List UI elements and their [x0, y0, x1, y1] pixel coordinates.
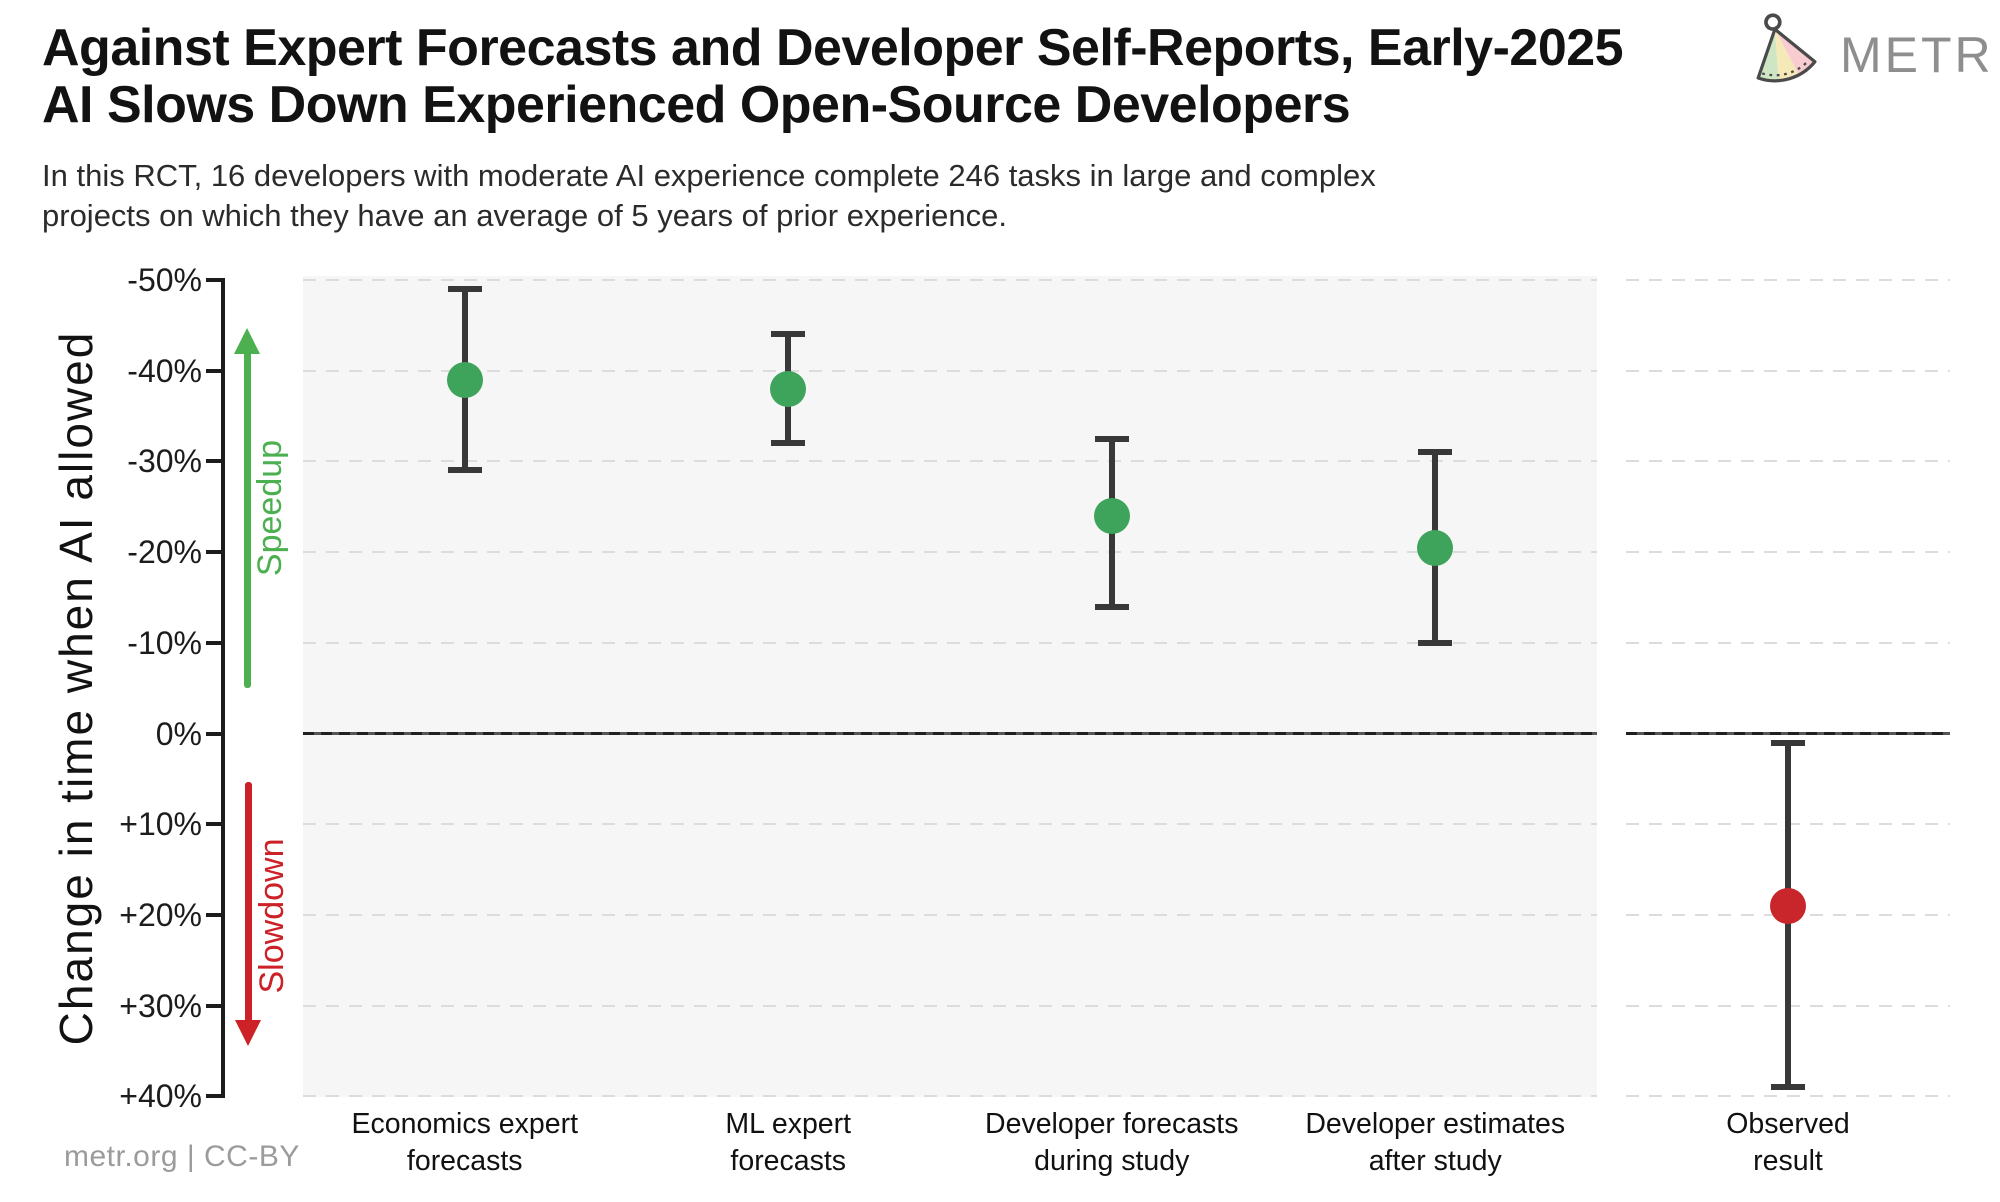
error-bar-cap-top-observed-result — [1771, 739, 1805, 746]
x-label-line2: forecasts — [730, 1145, 847, 1177]
speedup-arrow-shaft — [244, 350, 251, 688]
y-tick-label--50%: -50% — [127, 262, 202, 298]
gridline-+10% — [303, 823, 1597, 826]
gridline--10% — [1626, 641, 1950, 644]
dot-ml-expert-forecasts — [770, 370, 807, 407]
gridline--40% — [1626, 369, 1950, 372]
y-tick--20% — [206, 550, 223, 555]
y-tick-label-+40%: +40% — [119, 1078, 202, 1115]
dot-economics-expert-forecasts — [446, 361, 483, 398]
subtitle-line2: projects on which they have an average o… — [42, 198, 1007, 233]
x-label-observed-result: Observed result — [1558, 1106, 2000, 1180]
metr-logo-text: METR — [1840, 27, 1994, 83]
y-tick-label-+10%: +10% — [119, 806, 202, 843]
x-label-line2: forecasts — [406, 1145, 523, 1177]
gridline--20% — [303, 551, 1597, 554]
gridline-+30% — [303, 1004, 1597, 1007]
x-label-line1: Economics expert — [351, 1108, 578, 1140]
y-tick--50% — [206, 278, 223, 282]
zero-line — [1626, 732, 1950, 735]
y-tick-+40% — [206, 1094, 223, 1099]
y-tick-0% — [206, 731, 223, 736]
page-title-line1: Against Expert Forecasts and Developer S… — [42, 19, 1624, 77]
y-tick-label-+20%: +20% — [119, 896, 202, 933]
y-tick-+30% — [206, 1003, 223, 1008]
error-bar-cap-top-developer-estimates-after-study — [1418, 449, 1453, 456]
x-label-line2: during study — [1034, 1145, 1190, 1177]
page-title-line2: AI Slows Down Experienced Open-Source De… — [42, 76, 1351, 134]
gridline--40% — [303, 369, 1597, 372]
metr-logo: METR — [1736, 8, 1991, 100]
zero-line — [303, 732, 1597, 735]
x-label-line1: ML expert — [725, 1108, 852, 1140]
x-label-economics-expert-forecasts: Economics expert forecasts — [235, 1106, 695, 1180]
gridline--10% — [303, 641, 1597, 644]
x-label-developer-forecasts-during-study: Developer forecasts during study — [882, 1106, 1342, 1180]
y-tick-+10% — [206, 822, 223, 827]
x-label-line2: result — [1753, 1145, 1823, 1177]
gridline--50% — [303, 279, 1597, 281]
gridline-+40% — [1626, 1095, 1950, 1098]
gridline-+20% — [303, 913, 1597, 916]
x-label-line1: Developer forecasts — [985, 1108, 1239, 1140]
error-bar-cap-bottom-ml-expert-forecasts — [771, 440, 806, 447]
y-tick-+20% — [206, 912, 223, 917]
gridline--30% — [1626, 460, 1950, 463]
x-label-ml-expert-forecasts: ML expert forecasts — [558, 1106, 1018, 1180]
error-bar-cap-top-ml-expert-forecasts — [771, 331, 806, 338]
gridline--20% — [1626, 551, 1950, 554]
dot-developer-forecasts-during-study — [1093, 497, 1130, 534]
credit-line: metr.org | CC-BY — [64, 1140, 300, 1173]
error-bar-cap-bottom-developer-forecasts-during-study — [1094, 603, 1129, 610]
gridline-+40% — [303, 1095, 1597, 1098]
error-bar-cap-bottom-observed-result — [1771, 1084, 1805, 1091]
speedup-label: Speedup — [251, 439, 289, 577]
x-label-line1: Observed — [1726, 1108, 1850, 1140]
error-bar-cap-bottom-economics-expert-forecasts — [447, 467, 482, 474]
metronome-fan-icon — [1756, 13, 1817, 83]
x-label-line2: after study — [1368, 1145, 1502, 1177]
y-tick-label--40%: -40% — [127, 352, 202, 389]
speedup-arrow-head — [234, 328, 260, 354]
error-bar-cap-top-economics-expert-forecasts — [447, 286, 482, 293]
dot-developer-estimates-after-study — [1417, 529, 1454, 566]
y-tick-label-0%: 0% — [155, 715, 202, 752]
y-tick--10% — [206, 640, 223, 645]
slowdown-label: Slowdown — [253, 838, 291, 994]
y-tick-label--30%: -30% — [127, 443, 202, 480]
slowdown-arrow-head — [235, 1020, 261, 1046]
forecasts-panel — [303, 276, 1597, 1098]
x-label-developer-estimates-after-study: Developer estimates after study — [1205, 1106, 1665, 1180]
y-tick--40% — [206, 368, 223, 373]
y-axis-line — [221, 278, 225, 1098]
y-tick-label-+30%: +30% — [119, 987, 202, 1024]
subtitle-line1: In this RCT, 16 developers with moderate… — [42, 158, 1376, 193]
gridline--30% — [303, 460, 1597, 463]
y-tick-label--10%: -10% — [127, 624, 202, 661]
slowdown-arrow-shaft — [245, 782, 252, 1022]
y-axis-title: Change in time when AI allowed — [50, 330, 102, 1046]
y-tick--30% — [206, 459, 223, 464]
error-bar-cap-bottom-developer-estimates-after-study — [1418, 639, 1453, 646]
x-label-line1: Developer estimates — [1305, 1108, 1566, 1140]
y-tick-label--20%: -20% — [127, 534, 202, 571]
dot-observed-result — [1770, 887, 1806, 924]
gridline--50% — [1626, 279, 1950, 281]
error-bar-cap-top-developer-forecasts-during-study — [1094, 435, 1129, 442]
